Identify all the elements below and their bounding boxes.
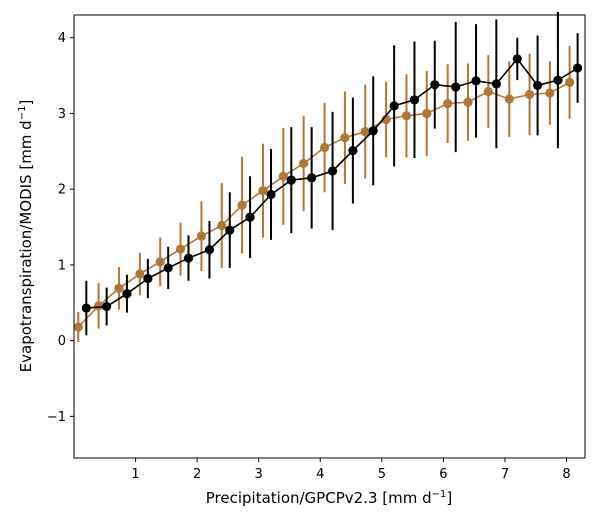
- data-point: [389, 101, 399, 111]
- data-point: [143, 273, 153, 284]
- data-point: [409, 95, 420, 105]
- x-tick-label: 7: [501, 467, 509, 482]
- data-point: [266, 189, 276, 200]
- y-tick-label: −1: [47, 410, 66, 425]
- data-point: [483, 86, 493, 97]
- series-0: [73, 46, 575, 343]
- data-point: [451, 82, 461, 92]
- data-point: [504, 94, 514, 104]
- data-point: [512, 54, 522, 64]
- data-point: [565, 77, 575, 87]
- x-axis-ticks: 1 2 3 4 5 6 7 8: [131, 458, 571, 482]
- data-point: [155, 257, 165, 267]
- y-axis-label: Evapotranspiration/MODIS [mm d−1]: [17, 100, 35, 373]
- data-point: [135, 269, 145, 279]
- data-point: [163, 263, 173, 273]
- data-point: [368, 126, 378, 136]
- data-point: [73, 322, 83, 332]
- data-point: [102, 301, 112, 312]
- x-axis-label: Precipitation/GPCPv2.3 [mm d−1]: [206, 489, 452, 507]
- x-tick-label: 4: [316, 467, 324, 482]
- y-tick-label: 0: [58, 334, 66, 349]
- plot-frame: [73, 14, 586, 459]
- y-tick-label: 2: [58, 183, 66, 198]
- data-point: [307, 173, 317, 183]
- series-1: [81, 11, 583, 336]
- data-point: [532, 80, 543, 91]
- y-axis-ticks: −1 0 1 2 3 4: [47, 31, 74, 425]
- data-point: [225, 225, 235, 235]
- x-tick-label: 6: [439, 467, 447, 482]
- data-point: [245, 212, 255, 222]
- data-point: [183, 253, 194, 263]
- data-point: [278, 171, 288, 181]
- data-point: [471, 76, 481, 86]
- data-point: [463, 97, 473, 107]
- data-point: [217, 220, 227, 231]
- data-point: [422, 108, 432, 119]
- x-tick-label: 2: [193, 467, 201, 482]
- x-tick-label: 5: [378, 467, 386, 482]
- data-point: [258, 186, 268, 196]
- x-tick-label: 3: [255, 467, 263, 482]
- data-point: [327, 166, 338, 176]
- y-tick-label: 1: [58, 258, 66, 273]
- data-point: [553, 75, 563, 85]
- data-point: [204, 245, 215, 255]
- data-point: [360, 127, 370, 137]
- series-layer: [73, 11, 583, 343]
- x-tick-label: 1: [131, 467, 139, 482]
- data-point: [443, 99, 453, 109]
- data-point: [286, 175, 296, 185]
- data-point: [545, 88, 555, 98]
- data-point: [114, 283, 124, 293]
- data-point: [319, 142, 330, 153]
- data-point: [524, 89, 535, 100]
- data-point: [491, 79, 501, 89]
- data-point: [340, 133, 350, 143]
- data-point: [81, 303, 91, 313]
- y-tick-label: 4: [58, 31, 66, 46]
- data-point: [175, 244, 186, 254]
- x-tick-label: 8: [562, 467, 570, 482]
- data-point: [196, 231, 207, 241]
- y-tick-label: 3: [58, 107, 66, 122]
- data-point: [401, 111, 412, 121]
- data-point: [348, 145, 358, 156]
- data-point: [430, 80, 440, 90]
- data-point: [237, 200, 247, 210]
- data-point: [299, 158, 309, 169]
- data-point: [94, 301, 104, 311]
- data-point: [122, 289, 132, 299]
- data-point: [573, 63, 583, 73]
